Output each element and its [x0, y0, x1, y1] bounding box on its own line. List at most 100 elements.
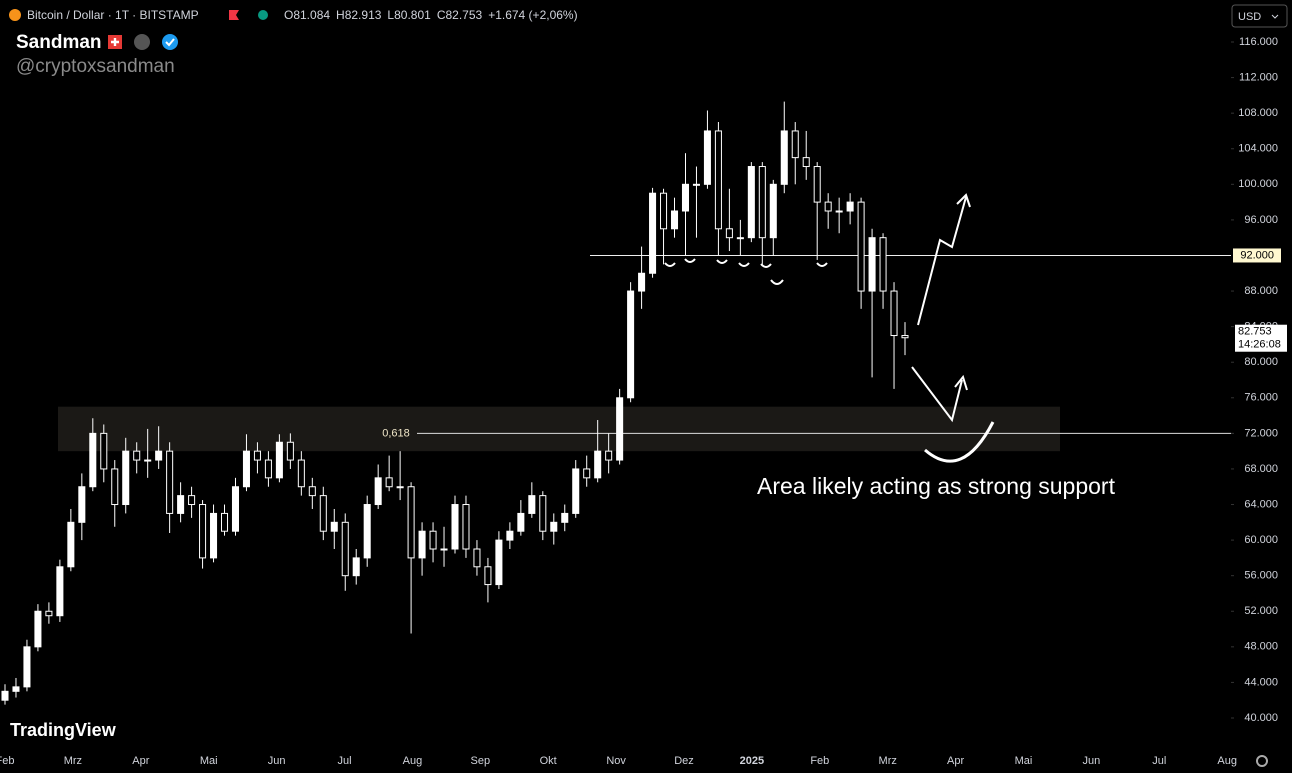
settings-icon[interactable]: [1256, 755, 1268, 767]
candle-body: [220, 512, 229, 532]
candle-body: [34, 610, 42, 648]
candle-body: [539, 495, 547, 532]
candle-body: [286, 441, 294, 461]
last-price-label: 82.753: [1238, 326, 1272, 338]
candle-body: [23, 646, 31, 688]
candle-body: [670, 210, 679, 230]
avatar-icon: [134, 34, 150, 50]
candle-body: [901, 335, 909, 339]
author-name: Sandman: [16, 32, 102, 53]
x-tick-label: Sep: [471, 755, 491, 767]
candle-body: [363, 504, 371, 559]
x-tick-label: Aug: [403, 755, 423, 767]
candle-body: [758, 166, 766, 239]
plot-area: 40.000 44.000 48.000 52.000 56.000 60.000 64.0…: [0, 36, 1287, 767]
candle-body: [242, 450, 250, 488]
candle-body: [473, 548, 481, 568]
candle-body: [769, 183, 777, 239]
candle-body: [703, 130, 711, 185]
candle-body: [835, 210, 843, 213]
candle-body: [297, 459, 305, 488]
x-tick-label: Nov: [606, 755, 626, 767]
candle-body: [802, 157, 810, 168]
support-zone: [58, 406, 1060, 452]
ohlc-value: +1.674 (+2,06%): [488, 8, 577, 22]
candle-body: [616, 397, 624, 461]
candle-body: [791, 130, 799, 159]
candle-body: [1, 690, 9, 701]
y-tick-label: 56.000: [1244, 570, 1278, 582]
candle-body: [714, 130, 722, 230]
dropdown-caret[interactable]: [1271, 14, 1279, 19]
candle-body: [100, 432, 108, 470]
candle-body: [144, 459, 152, 462]
candle-body: [868, 237, 876, 292]
arrow-up: [917, 196, 967, 326]
candle-body: [155, 450, 163, 461]
x-tick-label: Mai: [200, 755, 218, 767]
candle-body: [308, 486, 316, 497]
candle-body: [495, 539, 503, 586]
candle-body: [857, 201, 865, 292]
x-tick-label: Jul: [1152, 755, 1166, 767]
x-tick-label: Okt: [540, 755, 557, 767]
candle-body: [210, 512, 218, 559]
candle-body: [660, 192, 668, 230]
y-tick-label: 48.000: [1244, 641, 1278, 653]
arrow-head: [956, 193, 971, 208]
candle-body: [45, 610, 53, 617]
candle-body: [780, 130, 788, 185]
price-tag: [1233, 248, 1281, 263]
candle-body: [78, 486, 86, 523]
currency-label[interactable]: USD: [1238, 11, 1261, 23]
candle-body: [681, 183, 690, 212]
fib-label: 0,618: [382, 427, 410, 439]
candle-body: [67, 521, 75, 568]
y-tick-label: 96.000: [1244, 214, 1278, 226]
y-tick-label: 44.000: [1244, 676, 1278, 688]
ohlc-readout: O81.084 H82.913 L80.801 C82.753 +1.674 (+2,0…: [284, 8, 578, 22]
candle-body: [341, 521, 349, 577]
low-marks: [664, 258, 828, 285]
y-tick-label: 104.000: [1238, 143, 1278, 155]
candle-body: [484, 566, 492, 586]
candle-body: [264, 459, 272, 479]
x-tick-label: Feb: [0, 755, 14, 767]
brand: TradingView: [10, 720, 117, 740]
candle-body: [572, 468, 580, 514]
candle-body: [725, 228, 733, 239]
currency-select[interactable]: [1231, 4, 1288, 28]
candle-body: [111, 468, 119, 506]
y-tick-label: 60.000: [1244, 534, 1278, 546]
candle-body: [396, 486, 404, 489]
x-tick-label: Apr: [947, 755, 964, 767]
ohlc-value: O81.084: [284, 8, 330, 22]
x-tick-label: Apr: [132, 755, 149, 767]
candle-body: [627, 290, 635, 399]
drawings: [664, 193, 995, 463]
candle-body: [12, 686, 20, 692]
verified-icon: [162, 34, 178, 50]
y-tick-label: 76.000: [1244, 392, 1278, 404]
last-price-tag: [1235, 324, 1287, 352]
symbol-icon: [9, 9, 21, 21]
candle-body: [747, 166, 755, 239]
candle-body: [638, 272, 646, 292]
candle-body: [319, 495, 327, 532]
y-tick-label: 72.000: [1244, 427, 1278, 439]
candle-body: [594, 450, 602, 479]
y-tick-label: 80.000: [1244, 356, 1278, 368]
candle-body: [133, 450, 141, 461]
candle-body: [451, 504, 459, 550]
candle-body: [374, 477, 382, 506]
candle-body: [231, 486, 240, 532]
candle-body: [440, 548, 448, 551]
verified-check: [165, 38, 175, 47]
x-tick-label: Jul: [337, 755, 351, 767]
candle-body: [605, 450, 613, 461]
countdown: 14:26:08: [1238, 339, 1281, 351]
flag-cross: [111, 38, 119, 46]
candle-body: [166, 450, 174, 514]
